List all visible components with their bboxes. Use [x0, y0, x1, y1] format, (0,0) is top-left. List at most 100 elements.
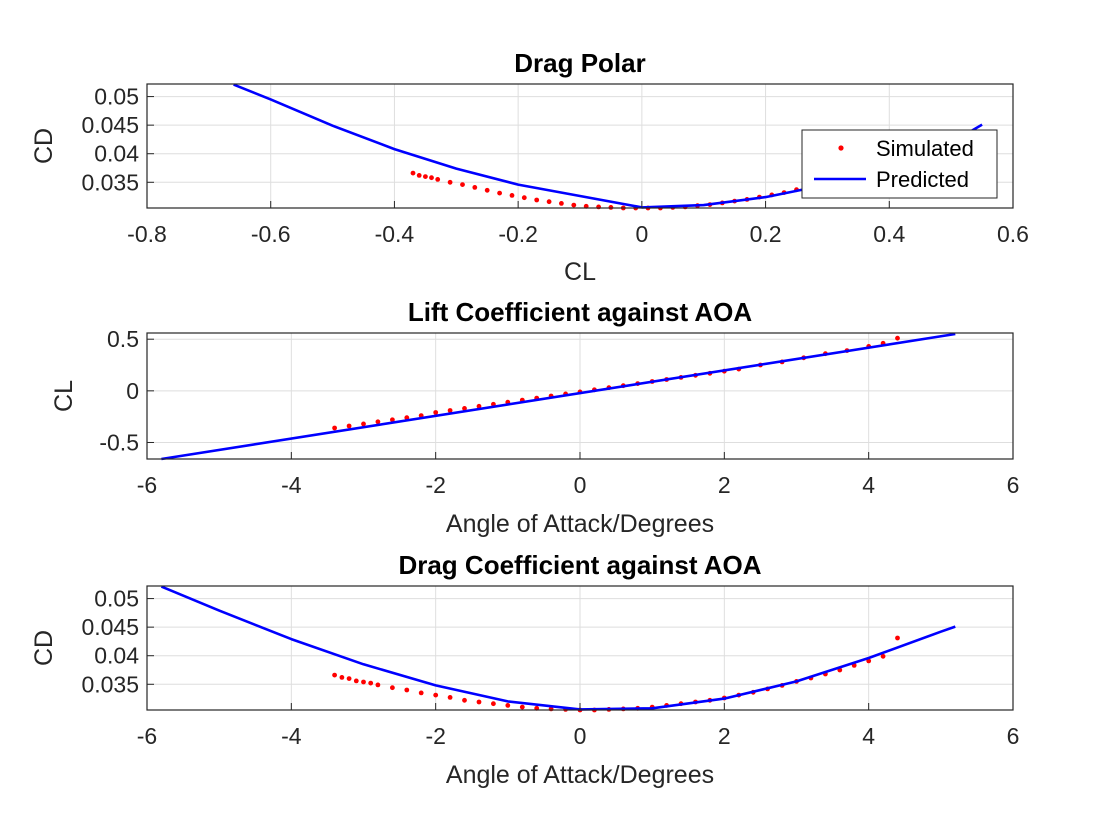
data-point-simulated	[491, 701, 496, 707]
panel-lift-vs-aoa: Lift Coefficient against AOA -6 -4 -2 0 2 4 6-…	[50, 297, 1019, 538]
x-tick-label: 0	[635, 221, 648, 247]
data-point-simulated	[416, 173, 422, 178]
data-point-simulated	[534, 197, 540, 203]
y-tick-label: 0.05	[94, 84, 139, 110]
x-tick-label: 0	[574, 723, 587, 749]
y-axis-label: CL	[50, 380, 78, 412]
y-tick-label: 0.045	[81, 112, 139, 138]
y-tick-label: 0.035	[81, 671, 139, 697]
x-tick-label: 4	[862, 472, 875, 498]
grid	[146, 586, 1014, 710]
data-point-simulated	[559, 201, 564, 206]
axes-box	[146, 83, 1014, 209]
x-tick-label: 0.2	[750, 221, 782, 247]
y-tick-label: 0.035	[81, 169, 139, 195]
legend: Simulated Predicted	[801, 129, 998, 199]
y-axis-label: CD	[30, 630, 58, 666]
data-point-simulated	[880, 653, 886, 659]
y-tick-label: 0.04	[94, 141, 139, 167]
series-line-predicted	[161, 332, 956, 461]
data-point-simulated	[447, 179, 453, 185]
x-tick-label: -6	[137, 723, 157, 749]
y-tick-label: 0.045	[81, 614, 139, 640]
panel-drag-vs-aoa: Drag Coefficient against AOA -6 -4 -2 0 2 4 6 0…	[30, 550, 1019, 789]
data-point-simulated	[375, 682, 381, 688]
x-tick-label: 2	[718, 723, 731, 749]
data-point-simulated	[361, 421, 366, 427]
x-tick-label: -4	[281, 723, 302, 749]
data-point-simulated	[404, 687, 410, 693]
x-tick-label: 0	[574, 472, 587, 498]
data-point-simulated	[375, 419, 381, 425]
data-point-simulated	[435, 177, 441, 182]
data-point-simulated	[390, 685, 395, 691]
x-tick-label: -0.6	[251, 221, 291, 247]
data-point-simulated	[521, 195, 527, 201]
data-point-simulated	[484, 187, 490, 193]
x-tick-label: -2	[425, 472, 445, 498]
data-point-simulated	[460, 182, 465, 188]
data-point-simulated	[346, 423, 352, 429]
data-point-simulated	[361, 679, 366, 685]
chart-title: Drag Coefficient against AOA	[398, 550, 761, 580]
x-axis-label: Angle of Attack/Degrees	[446, 510, 714, 538]
data-point-simulated	[608, 205, 614, 210]
x-tick-label: 0.6	[997, 221, 1029, 247]
legend-label-simulated: Simulated	[876, 136, 974, 161]
y-tick-label: 0.04	[94, 643, 139, 669]
data-point-simulated	[462, 697, 467, 703]
x-axis-label: CL	[564, 258, 596, 286]
legend-marker-simulated	[838, 145, 844, 151]
data-point-simulated	[433, 410, 439, 415]
data-point-simulated	[368, 680, 374, 686]
y-tick-label: 0	[126, 378, 139, 404]
x-tick-label: -2	[425, 723, 445, 749]
x-tick-label: -6	[137, 472, 157, 498]
x-tick-label: -0.4	[375, 221, 415, 247]
y-axis-label: CD	[30, 128, 58, 164]
x-tick-label: 2	[718, 472, 731, 498]
data-point-simulated	[332, 425, 337, 431]
data-point-simulated	[519, 704, 525, 710]
data-point-simulated	[546, 199, 552, 205]
y-tick-label: 0.5	[107, 326, 139, 352]
data-point-simulated	[433, 692, 439, 698]
data-point-simulated	[497, 190, 502, 196]
data-point-simulated	[353, 678, 359, 684]
x-tick-label: -0.2	[498, 221, 538, 247]
data-point-simulated	[332, 672, 337, 678]
data-point-simulated	[462, 406, 467, 411]
y-tick-label: -0.5	[99, 429, 139, 455]
x-tick-label: 0.4	[873, 221, 905, 247]
data-point-simulated	[346, 676, 352, 681]
data-point-simulated	[423, 174, 428, 180]
data-point-simulated	[410, 170, 416, 176]
legend-label-predicted: Predicted	[876, 167, 969, 192]
chart-title: Drag Polar	[514, 48, 646, 78]
data-point-simulated	[339, 675, 345, 680]
data-point-simulated	[447, 408, 453, 413]
x-axis-label: Angle of Attack/Degrees	[446, 761, 714, 789]
x-tick-label: -4	[281, 472, 302, 498]
data-point-simulated	[895, 335, 900, 341]
data-point-simulated	[390, 417, 395, 423]
data-point-simulated	[509, 193, 515, 198]
x-tick-label: 6	[1007, 723, 1020, 749]
x-tick-label: -0.8	[127, 221, 167, 247]
data-point-simulated	[418, 690, 424, 696]
plot-area	[161, 332, 956, 461]
data-point-simulated	[895, 635, 900, 641]
x-tick-label: 4	[862, 723, 875, 749]
data-point-simulated	[472, 185, 478, 190]
y-tick-label: 0.05	[94, 586, 139, 612]
x-tick-label: 6	[1007, 472, 1020, 498]
ticks: -6 -4 -2 0 2 4 6 -0.5 0 0.5	[99, 326, 1019, 498]
data-point-simulated	[476, 699, 482, 705]
data-point-simulated	[447, 695, 453, 700]
panel-drag-polar: Drag Polar -0.8 -0.6 -0.4 -0.2 0 0.2 0.4 0.6 0.0…	[30, 48, 1029, 286]
data-point-simulated	[505, 703, 511, 708]
